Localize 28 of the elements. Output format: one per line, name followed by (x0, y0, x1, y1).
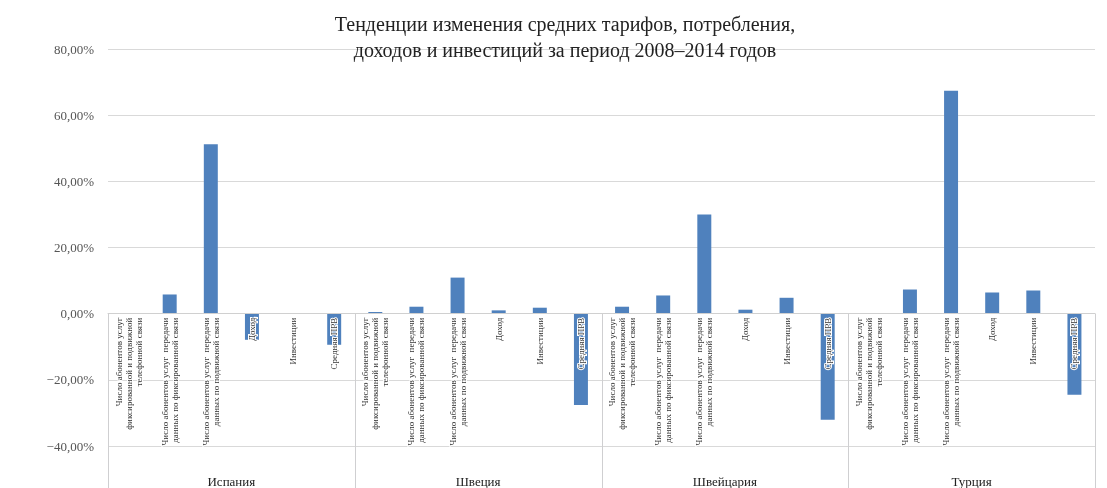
x-tick-label: Инвестиции (288, 317, 299, 365)
y-tick-label: 40,00% (53, 173, 95, 189)
y-tick-label: −40,00% (46, 438, 95, 454)
text: Швейцария (692, 473, 757, 488)
x-tick-label: Инвестиции (534, 317, 545, 365)
x-tick-label: Инвестиции (1028, 317, 1039, 365)
x-tick-label: Число абонентов услуг фиксированной и подвижной телефонной связи (360, 317, 391, 430)
x-tick-label: Средняя ПРВ (1069, 317, 1080, 370)
text: Испания (207, 473, 256, 488)
x-tick-label: Инвестиции (781, 317, 792, 365)
x-tick-label: Число абонентов услуг фиксированной и подвижной телефонной связи (853, 317, 884, 430)
text: Турция (951, 473, 992, 488)
y-tick-label: 20,00% (53, 240, 95, 255)
x-tick-label: Средняя ПРВ (329, 317, 340, 370)
x-tick-label: Доход (246, 317, 257, 342)
x-tick-label: Доход (740, 317, 751, 342)
x-tick-label: Доход (493, 317, 504, 342)
y-tick-label: 80,00% (53, 41, 95, 57)
y-tick-label: −20,00% (46, 372, 95, 388)
x-tick-label: Число абонентов услуг фиксированной и подвижной телефонной связи (607, 317, 638, 430)
y-tick-label: 0,00% (60, 306, 95, 322)
chart-title: Тенденции изменения средних тарифов, потребления, доходов и инвестиций за период 2008–2014 годов (334, 13, 796, 62)
x-tick-label: Средняя ПРВ (822, 317, 833, 370)
x-tick-label: Число абонентов услуг фиксированной и подвижной телефонной связи (113, 317, 144, 430)
text: Швеция (455, 473, 501, 488)
y-tick-label: 60,00% (53, 107, 95, 123)
x-tick-label: Доход (987, 317, 998, 342)
x-tick-label: Средняя ПРВ (575, 317, 586, 370)
